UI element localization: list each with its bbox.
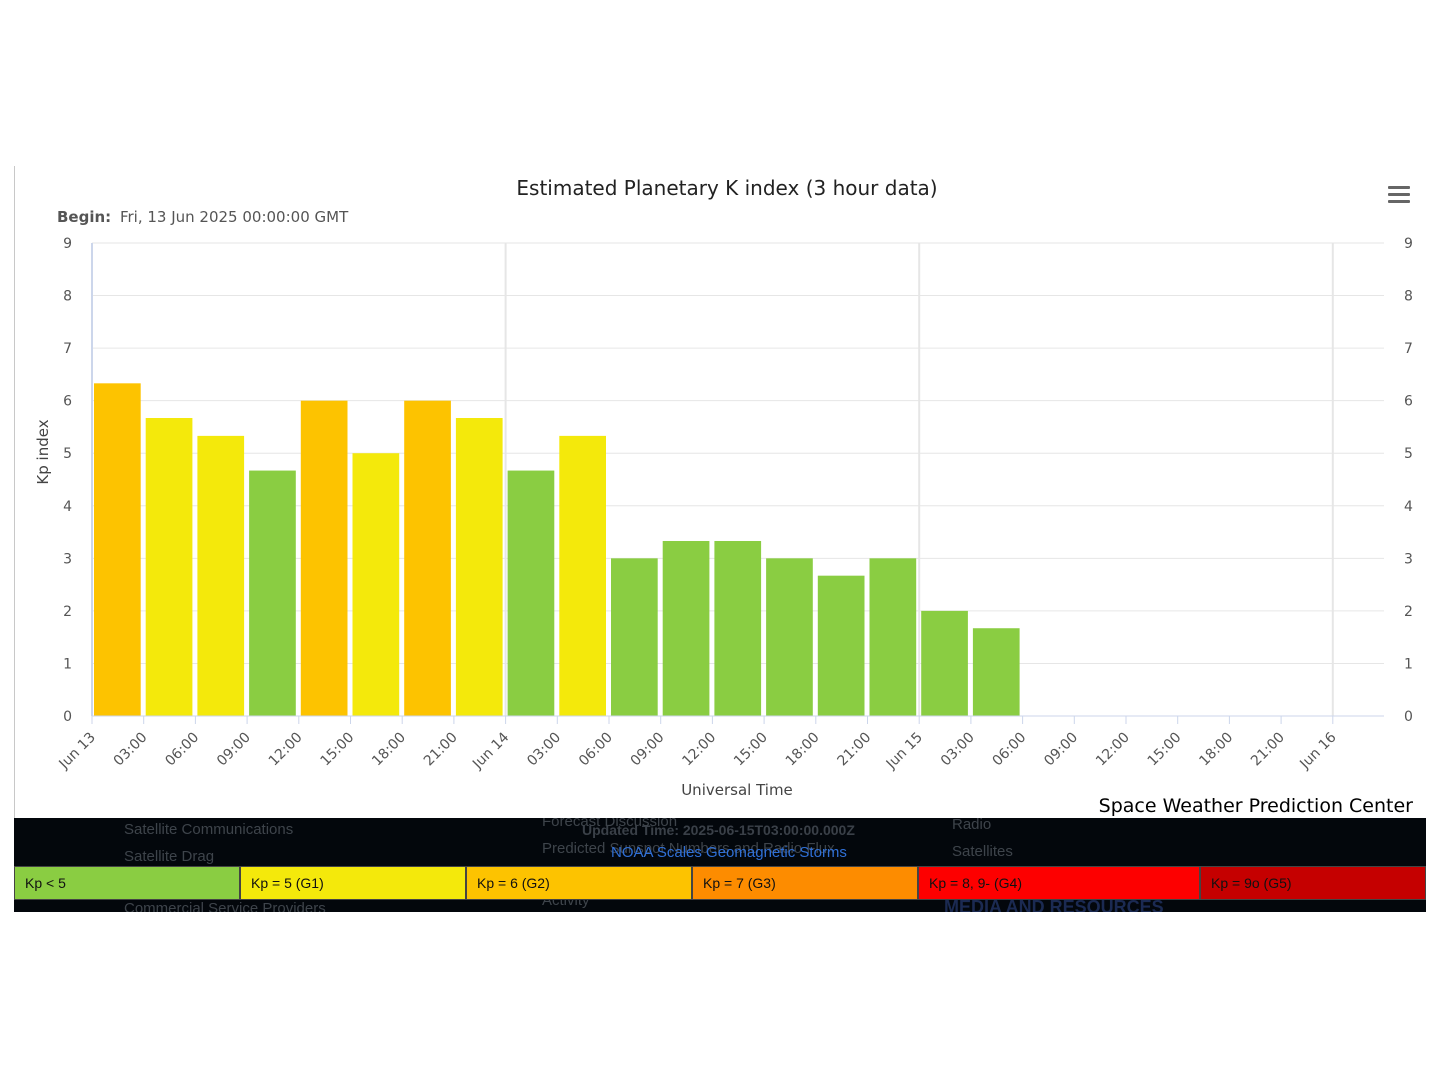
kp-bar[interactable] [145, 418, 193, 716]
x-tick-label: 18:00 [1196, 730, 1236, 770]
y-tick-label-left: 0 [63, 709, 72, 725]
kp-bar[interactable] [972, 628, 1020, 716]
kp-bar[interactable] [249, 470, 296, 716]
x-tick-label: 15:00 [1145, 730, 1185, 770]
chart-container: Estimated Planetary K index (3 hour data… [14, 166, 1427, 818]
kp-bar[interactable] [404, 400, 451, 716]
x-tick-label: 03:00 [111, 730, 151, 770]
chart-menu-button[interactable] [1388, 186, 1410, 206]
x-tick-label: 21:00 [834, 730, 874, 770]
kp-bar[interactable] [455, 418, 503, 716]
ghost-heading-media: MEDIA AND RESOURCES [944, 897, 1164, 912]
x-tick-label: 15:00 [317, 730, 357, 770]
ghost-link-commercial: Commercial Service Providers [124, 900, 326, 912]
kp-bar[interactable] [921, 610, 968, 716]
legend-kp-g1: Kp = 5 (G1) [240, 866, 466, 900]
chart-title: Estimated Planetary K index (3 hour data… [516, 176, 937, 200]
x-tick-label: Jun 13 [56, 730, 99, 773]
subtitle-label: Begin: [57, 208, 111, 226]
legend-kp-g5: Kp = 9o (G5) [1200, 866, 1426, 900]
y-tick-label-right: 9 [1404, 236, 1413, 252]
chart-credit[interactable]: Space Weather Prediction Center [1099, 795, 1414, 817]
kp-bar[interactable] [611, 558, 658, 716]
x-tick-label: 21:00 [1248, 730, 1288, 770]
kp-bar[interactable] [300, 400, 348, 716]
kp-bar[interactable] [662, 540, 710, 716]
y-tick-label-left: 7 [63, 341, 72, 357]
kp-bar[interactable] [507, 470, 555, 716]
legend-kp-below-5: Kp < 5 [14, 866, 240, 900]
y-tick-label-left: 6 [63, 394, 72, 410]
y-tick-label-left: 5 [63, 446, 72, 462]
legend-kp-g2: Kp = 6 (G2) [466, 866, 692, 900]
kp-bar[interactable] [94, 383, 141, 716]
y-tick-label-right: 8 [1404, 289, 1413, 305]
x-tick-label: 12:00 [1093, 730, 1133, 770]
x-tick-label: 09:00 [214, 730, 254, 770]
y-tick-label-right: 6 [1404, 394, 1413, 410]
y-tick-label-right: 5 [1404, 446, 1413, 462]
y-tick-label-left: 4 [63, 499, 72, 515]
kp-bar[interactable] [817, 575, 865, 716]
x-tick-label: 18:00 [783, 730, 823, 770]
x-tick-label: 21:00 [421, 730, 461, 770]
y-tick-label-right: 1 [1404, 656, 1413, 672]
kp-bar[interactable] [766, 558, 813, 716]
x-tick-label: 03:00 [524, 730, 564, 770]
menu-bar-icon [1388, 186, 1410, 189]
y-tick-label-left: 2 [63, 604, 72, 620]
menu-bar-icon [1388, 200, 1410, 203]
x-tick-label: Jun 15 [883, 730, 926, 773]
kp-bar[interactable] [197, 435, 245, 716]
y-tick-label-right: 0 [1404, 709, 1413, 725]
kp-bar[interactable] [352, 453, 400, 716]
y-tick-label-left: 8 [63, 289, 72, 305]
x-tick-label: 09:00 [628, 730, 668, 770]
x-tick-label: 09:00 [1041, 730, 1081, 770]
menu-bar-icon [1388, 193, 1410, 196]
y-tick-label-right: 7 [1404, 341, 1413, 357]
x-tick-label: Jun 14 [469, 729, 512, 772]
y-tick-label-right: 4 [1404, 499, 1413, 515]
legend-kp-g4: Kp = 8, 9- (G4) [918, 866, 1200, 900]
y-tick-label-right: 3 [1404, 551, 1413, 567]
kp-bar[interactable] [559, 435, 606, 716]
ghost-link-radio: Radio [952, 818, 992, 833]
x-tick-label: 12:00 [679, 730, 719, 770]
x-tick-label: 03:00 [938, 730, 978, 770]
ghost-link-predicted: Predicted Sunspot Numbers and Radio Flux [542, 840, 835, 857]
chart-subtitle: Begin: Fri, 13 Jun 2025 00:00:00 GMT [57, 208, 349, 226]
kp-bar[interactable] [869, 558, 917, 716]
ghost-link-satcom: Satellite Communications [124, 821, 294, 838]
bar-series [94, 383, 1020, 716]
x-tick-label: Jun 16 [1296, 729, 1339, 772]
x-axis-title: Universal Time [681, 781, 793, 799]
ghost-link-satdrag: Satellite Drag [124, 848, 215, 865]
kp-bar[interactable] [714, 540, 762, 716]
y-tick-label-left: 9 [63, 236, 72, 252]
y-tick-label-right: 2 [1404, 604, 1413, 620]
x-tick-label: 12:00 [266, 730, 306, 770]
x-tick-label: 06:00 [576, 730, 616, 770]
y-tick-label-left: 3 [63, 551, 72, 567]
kp-legend: Kp < 5 Kp = 5 (G1) Kp = 6 (G2) Kp = 7 (G… [14, 866, 1426, 900]
updated-time: Updated Time: 2025-06-15T03:00:00.000Z [582, 822, 855, 838]
y-axis-title: Kp index [34, 419, 52, 484]
subtitle-value: Fri, 13 Jun 2025 00:00:00 GMT [120, 208, 349, 226]
ghost-link-forecast: Forecast Discussion [542, 818, 678, 830]
x-tick-label: 18:00 [369, 730, 409, 770]
ghost-link-satellites: Satellites [952, 843, 1013, 860]
kp-chart: Estimated Planetary K index (3 hour data… [34, 176, 1414, 817]
x-tick-label: 06:00 [990, 730, 1030, 770]
legend-footer: Satellite Communications Satellite Drag … [14, 818, 1426, 912]
x-tick-label: 06:00 [162, 730, 202, 770]
legend-kp-g3: Kp = 7 (G3) [692, 866, 918, 900]
x-tick-label: 15:00 [731, 730, 771, 770]
noaa-scales-link[interactable]: NOAA Scales Geomagnetic Storms [611, 844, 847, 861]
y-tick-label-left: 1 [63, 656, 72, 672]
